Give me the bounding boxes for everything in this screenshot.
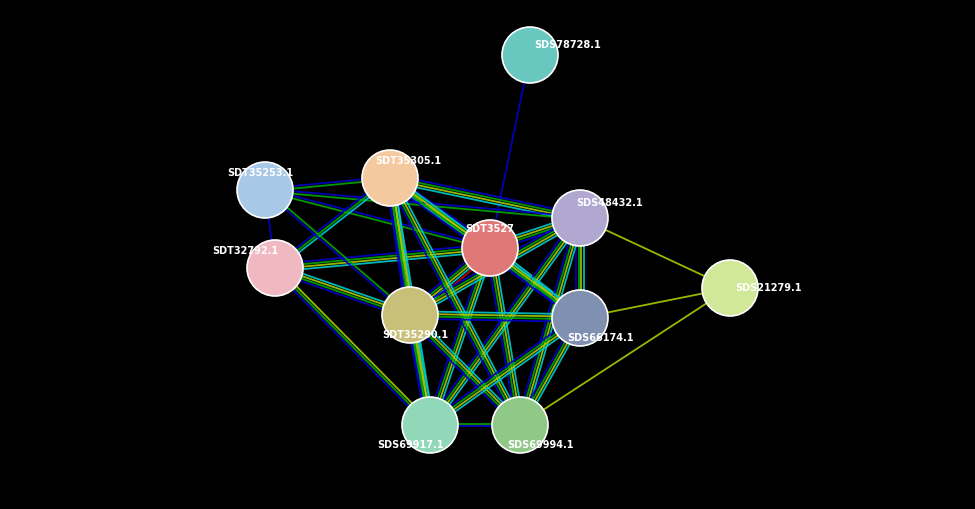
Circle shape: [552, 190, 608, 246]
Text: SDS66174.1: SDS66174.1: [566, 333, 633, 343]
Circle shape: [462, 220, 518, 276]
Circle shape: [492, 397, 548, 453]
Text: SDT35253.1: SDT35253.1: [227, 168, 293, 178]
Circle shape: [382, 287, 438, 343]
Text: SDT32792.1: SDT32792.1: [212, 246, 278, 256]
Circle shape: [702, 260, 758, 316]
Circle shape: [247, 240, 303, 296]
Circle shape: [552, 290, 608, 346]
Circle shape: [237, 162, 293, 218]
Text: SDT3527: SDT3527: [466, 224, 515, 234]
Circle shape: [362, 150, 418, 206]
Circle shape: [402, 397, 458, 453]
Text: SDS48432.1: SDS48432.1: [576, 198, 644, 208]
Text: SDS78728.1: SDS78728.1: [534, 40, 602, 50]
Circle shape: [502, 27, 558, 83]
Text: SDT35290.1: SDT35290.1: [382, 330, 448, 340]
Text: SDT35305.1: SDT35305.1: [375, 156, 441, 166]
Text: SDS69994.1: SDS69994.1: [507, 440, 573, 450]
Text: SDS21279.1: SDS21279.1: [735, 283, 801, 293]
Text: SDS69917.1: SDS69917.1: [376, 440, 444, 450]
